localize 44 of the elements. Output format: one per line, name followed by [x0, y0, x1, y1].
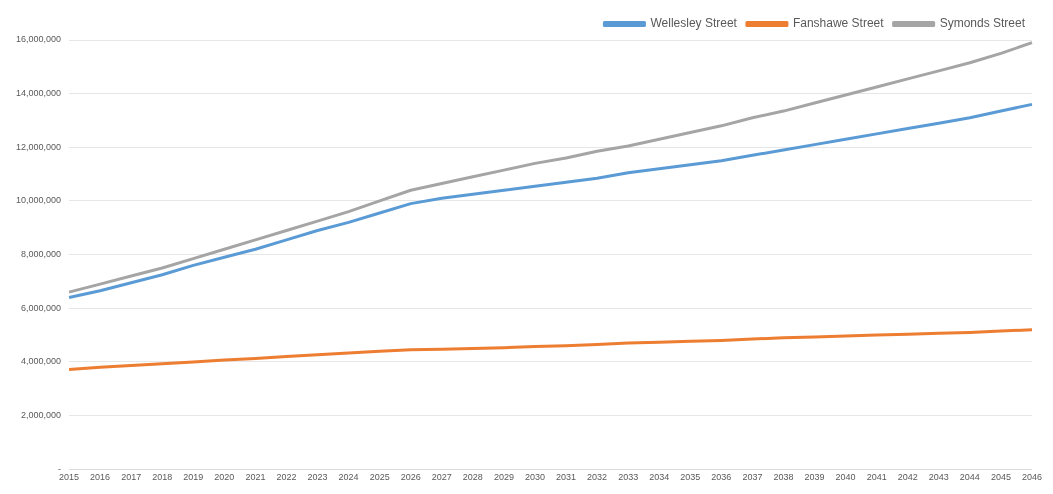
x-tick-label: 2021 — [245, 472, 266, 483]
x-tick-label: 2024 — [338, 472, 359, 483]
y-tick-label: 4,000,000 — [21, 356, 62, 367]
x-tick-label: 2044 — [959, 472, 980, 483]
y-tick-label: 12,000,000 — [16, 141, 62, 152]
x-tick-label: 2026 — [400, 472, 421, 483]
x-tick-label: 2018 — [152, 472, 173, 483]
y-tick-label: 2,000,000 — [21, 410, 62, 421]
legend-label: Wellesley Street — [650, 16, 738, 31]
x-tick-label: 2017 — [121, 472, 142, 483]
y-tick-label: 16,000,000 — [16, 34, 62, 45]
y-tick-label: - — [58, 463, 62, 474]
x-tick-label: 2029 — [493, 472, 514, 483]
x-tick-label: 2043 — [928, 472, 949, 483]
legend-label: Fanshawe Street — [792, 16, 885, 31]
x-tick-label: 2016 — [90, 472, 111, 483]
y-tick-label: 14,000,000 — [16, 88, 62, 99]
x-tick-label: 2032 — [587, 472, 608, 483]
x-tick-label: 2020 — [214, 472, 235, 483]
x-tick-label: 2045 — [990, 472, 1011, 483]
x-tick-label: 2039 — [804, 472, 825, 483]
x-tick-label: 2028 — [462, 472, 483, 483]
x-tick-label: 2015 — [59, 472, 80, 483]
x-tick-label: 2035 — [680, 472, 701, 483]
y-tick-label: 6,000,000 — [21, 302, 62, 313]
x-tick-label: 2030 — [524, 472, 545, 483]
x-tick-label: 2019 — [183, 472, 204, 483]
x-tick-label: 2027 — [431, 472, 452, 483]
x-tick-label: 2037 — [742, 472, 763, 483]
x-tick-label: 2023 — [307, 472, 328, 483]
x-tick-label: 2046 — [1021, 472, 1042, 483]
x-tick-label: 2040 — [835, 472, 856, 483]
x-tick-label: 2042 — [897, 472, 918, 483]
x-tick-label: 2034 — [649, 472, 670, 483]
x-tick-label: 2022 — [276, 472, 297, 483]
x-tick-label: 2038 — [773, 472, 794, 483]
x-tick-label: 2025 — [369, 472, 390, 483]
y-tick-label: 10,000,000 — [16, 195, 62, 206]
x-tick-label: 2033 — [618, 472, 639, 483]
x-tick-label: 2031 — [556, 472, 577, 483]
x-tick-label: 2036 — [711, 472, 732, 483]
x-tick-label: 2041 — [866, 472, 887, 483]
legend-label: Symonds Street — [939, 16, 1026, 31]
y-tick-label: 8,000,000 — [21, 249, 62, 260]
